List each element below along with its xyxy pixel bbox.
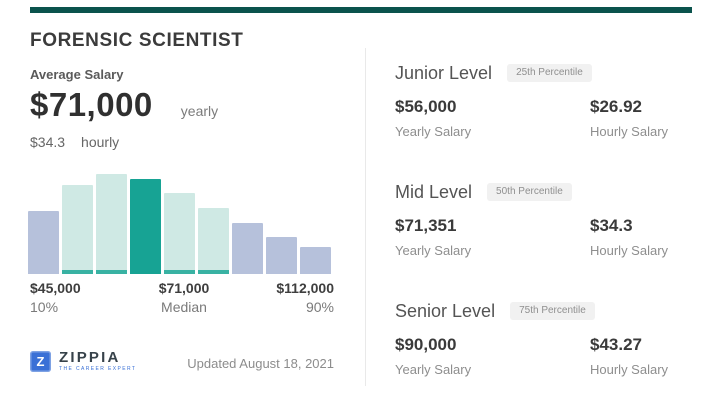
percentile-levels: Junior Level 25th Percentile $56,000 Yea… bbox=[395, 62, 675, 404]
zippia-brand-name: ZIPPIA bbox=[59, 349, 121, 366]
zippia-logo: Z ZIPPIA THE CAREER EXPERT bbox=[30, 350, 136, 373]
yearly-salary-value: $71,000 bbox=[30, 86, 153, 123]
hourly-cell: $34.3 Hourly Salary bbox=[590, 215, 675, 258]
yearly-cell: $56,000 Yearly Salary bbox=[395, 96, 590, 139]
axis-tick-label: Median bbox=[161, 299, 207, 315]
axis-tick-value: $71,000 bbox=[158, 280, 210, 296]
histogram-bar bbox=[300, 247, 331, 274]
level-yearly-label: Yearly Salary bbox=[395, 124, 472, 139]
yearly-cell: $71,351 Yearly Salary bbox=[395, 215, 590, 258]
histogram-bar-median bbox=[130, 179, 161, 274]
chart-x-axis: $45,000 10% $71,000 Median $112,000 90% bbox=[28, 280, 334, 316]
average-yearly-salary: $71,000 yearly bbox=[30, 86, 218, 124]
axis-tick-value: $45,000 bbox=[30, 280, 81, 296]
axis-tick: $71,000 Median bbox=[138, 280, 230, 315]
level-yearly-value: $56,000 bbox=[395, 97, 457, 116]
hourly-salary-unit: hourly bbox=[81, 134, 120, 150]
level-values: $71,351 Yearly Salary $34.3 Hourly Salar… bbox=[395, 215, 675, 258]
level-yearly-value: $90,000 bbox=[395, 335, 457, 354]
level-values: $90,000 Yearly Salary $43.27 Hourly Sala… bbox=[395, 334, 675, 377]
level-header: Junior Level 25th Percentile bbox=[395, 62, 675, 84]
hourly-salary-value: $34.3 bbox=[30, 134, 66, 150]
level-name: Senior Level bbox=[395, 301, 496, 321]
vertical-divider bbox=[365, 48, 366, 386]
level-name: Junior Level bbox=[395, 63, 493, 83]
percentile-badge: 50th Percentile bbox=[487, 183, 572, 201]
level-yearly-label: Yearly Salary bbox=[395, 362, 472, 377]
level-section-1: Mid Level 50th Percentile $71,351 Yearly… bbox=[395, 181, 675, 258]
hourly-cell: $43.27 Hourly Salary bbox=[590, 334, 675, 377]
zippia-logo-icon: Z bbox=[30, 351, 51, 372]
histogram-bar bbox=[266, 237, 297, 274]
level-values: $56,000 Yearly Salary $26.92 Hourly Sala… bbox=[395, 96, 675, 139]
level-section-2: Senior Level 75th Percentile $90,000 Yea… bbox=[395, 300, 675, 377]
histogram-bar bbox=[96, 174, 127, 274]
zippia-logo-text: ZIPPIA THE CAREER EXPERT bbox=[59, 350, 136, 373]
level-header: Mid Level 50th Percentile bbox=[395, 181, 675, 203]
yearly-cell: $90,000 Yearly Salary bbox=[395, 334, 590, 377]
average-hourly-salary: $34.3 hourly bbox=[30, 134, 119, 150]
percentile-badge: 25th Percentile bbox=[507, 64, 592, 82]
histogram-bar-base-strip bbox=[96, 270, 127, 274]
updated-date: Updated August 18, 2021 bbox=[187, 356, 334, 371]
salary-distribution-chart bbox=[28, 174, 334, 274]
average-salary-label: Average Salary bbox=[30, 67, 124, 82]
hourly-cell: $26.92 Hourly Salary bbox=[590, 96, 675, 139]
top-accent-bar bbox=[30, 7, 692, 13]
yearly-salary-unit: yearly bbox=[180, 103, 219, 119]
histogram-bar bbox=[28, 211, 59, 274]
level-section-0: Junior Level 25th Percentile $56,000 Yea… bbox=[395, 62, 675, 139]
axis-tick-label: 90% bbox=[305, 299, 334, 315]
histogram-bar-base-strip bbox=[62, 270, 93, 274]
zippia-tagline: THE CAREER EXPERT bbox=[59, 366, 137, 372]
level-hourly-label: Hourly Salary bbox=[590, 243, 669, 258]
histogram-bar bbox=[198, 208, 229, 274]
percentile-badge: 75th Percentile bbox=[510, 302, 595, 320]
page-title: FORENSIC SCIENTIST bbox=[30, 30, 244, 51]
histogram-bar-base-strip bbox=[164, 270, 195, 274]
histogram-bar bbox=[232, 223, 263, 274]
level-hourly-label: Hourly Salary bbox=[590, 362, 669, 377]
level-name: Mid Level bbox=[395, 182, 473, 202]
level-hourly-value: $26.92 bbox=[590, 97, 642, 116]
level-yearly-label: Yearly Salary bbox=[395, 243, 472, 258]
level-hourly-value: $34.3 bbox=[590, 216, 633, 235]
axis-tick: $45,000 10% bbox=[30, 280, 81, 315]
axis-tick: $112,000 90% bbox=[276, 280, 334, 315]
histogram-bar bbox=[62, 185, 93, 274]
histogram-bar-base-strip bbox=[198, 270, 229, 274]
level-hourly-label: Hourly Salary bbox=[590, 124, 669, 139]
histogram-bar bbox=[164, 193, 195, 274]
axis-tick-label: 10% bbox=[30, 299, 59, 315]
level-header: Senior Level 75th Percentile bbox=[395, 300, 675, 322]
axis-tick-value: $112,000 bbox=[276, 280, 334, 296]
level-hourly-value: $43.27 bbox=[590, 335, 642, 354]
level-yearly-value: $71,351 bbox=[395, 216, 457, 235]
